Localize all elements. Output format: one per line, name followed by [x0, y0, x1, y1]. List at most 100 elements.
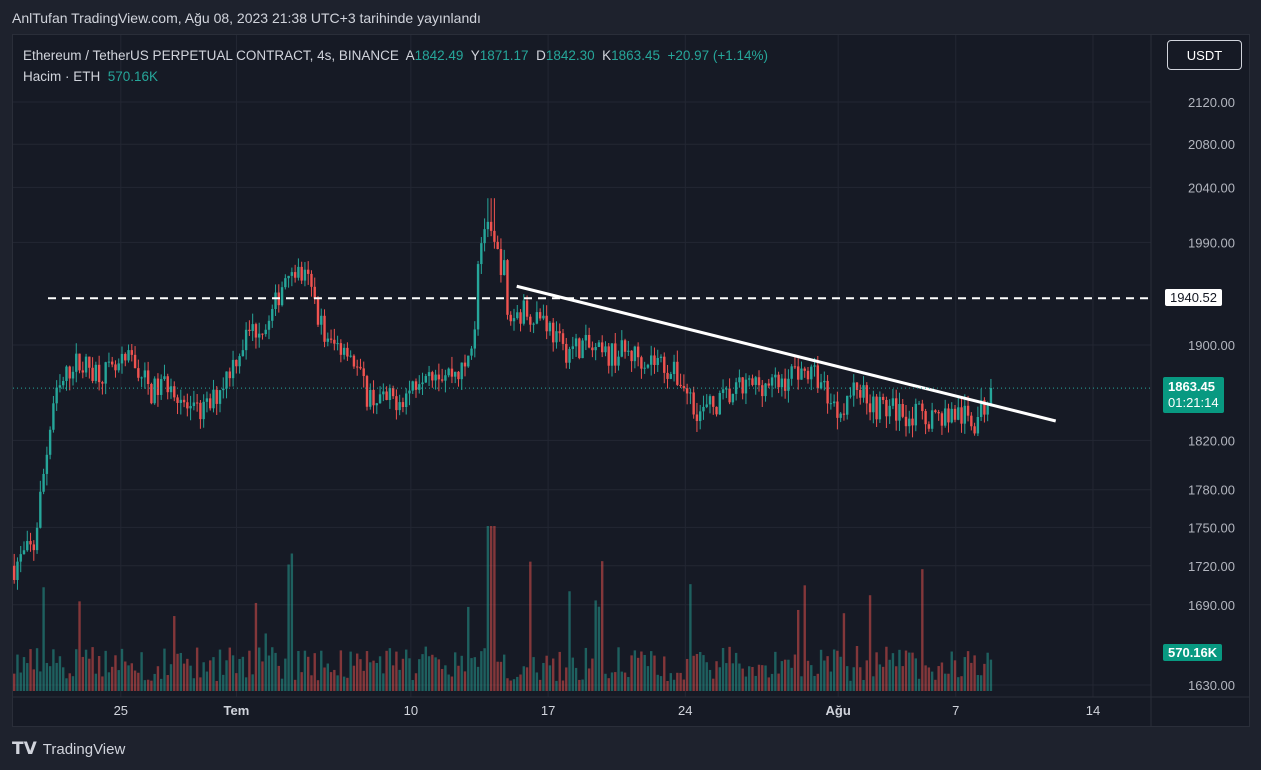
volume-bar: [800, 676, 803, 691]
volume-bar: [127, 665, 130, 691]
candle-body: [699, 411, 702, 422]
candle-body: [130, 350, 133, 355]
candle-body: [202, 401, 205, 420]
price-tick: 2080.00: [1188, 137, 1235, 152]
candle-body: [267, 320, 271, 330]
candle-body: [97, 364, 101, 383]
candle-body: [545, 315, 548, 332]
volume-bar: [751, 666, 754, 691]
volume-bar: [91, 647, 94, 691]
candle-body: [19, 554, 22, 562]
price-tick: 1750.00: [1188, 520, 1235, 535]
close-label: K: [602, 48, 612, 63]
volume-bar: [587, 668, 591, 691]
candle-body: [65, 366, 68, 382]
volume-bar: [627, 677, 630, 691]
candle-body: [976, 417, 980, 434]
volume-bar: [483, 648, 486, 691]
candle-body: [738, 377, 741, 383]
candle-body: [29, 541, 32, 545]
volume-bar: [274, 652, 277, 691]
volume-bar: [911, 652, 914, 691]
price-tick: 1630.00: [1188, 678, 1235, 693]
volume-bar: [173, 616, 176, 691]
volume-bar: [650, 651, 653, 691]
volume-bar: [293, 679, 297, 691]
volume-bar: [369, 662, 372, 691]
candle-body: [499, 248, 503, 276]
volume-bar: [447, 674, 450, 691]
volume-bar: [914, 658, 917, 691]
candle-body: [868, 403, 872, 413]
candle-body: [480, 243, 483, 265]
volume-bar: [898, 649, 901, 691]
volume-bar: [712, 678, 715, 691]
candle-body: [352, 355, 356, 367]
volume-bar: [868, 595, 872, 691]
volume-bar: [258, 647, 261, 691]
volume-bar: [692, 655, 695, 691]
volume-bar: [832, 649, 836, 691]
candle-body: [421, 382, 424, 385]
volume-bar: [375, 662, 378, 691]
candle-body: [816, 365, 819, 389]
candle-body: [235, 359, 238, 367]
volume-bar: [22, 657, 26, 691]
chart-pane[interactable]: 2120.00 2080.00 2040.00 1990.00 1900.00 1820.…: [12, 34, 1250, 727]
volume-bar: [924, 665, 927, 691]
price-tick: 1820.00: [1188, 433, 1235, 448]
currency-button[interactable]: USDT: [1167, 40, 1242, 70]
candle-body: [437, 374, 441, 380]
candle-body: [695, 414, 699, 422]
volume-bar: [744, 676, 748, 691]
candle-body: [117, 363, 120, 371]
candle-body: [440, 379, 444, 381]
time-tick: 24: [678, 703, 692, 718]
legend: Ethereum / TetherUS PERPETUAL CONTRACT, …: [23, 45, 768, 87]
candle-body: [604, 346, 607, 353]
time-tick: Ağu: [826, 703, 851, 718]
open-value: 1842.49: [414, 48, 464, 63]
time-tick: 10: [404, 703, 418, 718]
candle-body: [627, 350, 630, 352]
candle-body: [107, 361, 111, 363]
candle-body: [169, 386, 173, 393]
volume-bar: [542, 662, 545, 691]
volume-bar: [414, 673, 418, 691]
candle-body: [496, 241, 499, 249]
volume-bar: [754, 675, 757, 691]
volume-bar: [153, 673, 156, 691]
candle-body: [274, 292, 277, 310]
volume-bar: [372, 660, 375, 691]
volume-bar: [774, 651, 777, 691]
volume-bar: [192, 678, 196, 691]
candle-body: [944, 408, 947, 426]
candle-body: [52, 403, 55, 430]
candle-body: [16, 561, 19, 580]
candle-body: [101, 382, 104, 384]
candle-body: [493, 230, 496, 242]
candle-body: [450, 368, 454, 377]
volume-bar: [225, 660, 228, 691]
chart-canvas[interactable]: 2120.00 2080.00 2040.00 1990.00 1900.00 1820.…: [13, 35, 1249, 726]
candle-body: [947, 408, 950, 423]
candle-body: [957, 407, 960, 420]
volume-bar: [571, 657, 574, 691]
volume-bar: [565, 667, 568, 691]
time-tick: 14: [1086, 703, 1100, 718]
candle-body: [42, 473, 45, 492]
volume-bar: [130, 663, 133, 691]
candle-body: [542, 315, 545, 319]
symbol-title[interactable]: Ethereum / TetherUS PERPETUAL CONTRACT, …: [23, 48, 399, 63]
volume-bar: [623, 672, 627, 691]
candle-body: [382, 391, 385, 395]
candle-body: [826, 380, 829, 404]
candle-body: [855, 382, 859, 390]
candle-body: [578, 338, 581, 359]
candle-body: [535, 312, 539, 324]
volume-bar: [764, 665, 767, 691]
volume-bar: [398, 669, 401, 691]
volume-bar: [496, 661, 499, 691]
volume-bar: [68, 673, 71, 691]
candle-body: [424, 376, 427, 383]
